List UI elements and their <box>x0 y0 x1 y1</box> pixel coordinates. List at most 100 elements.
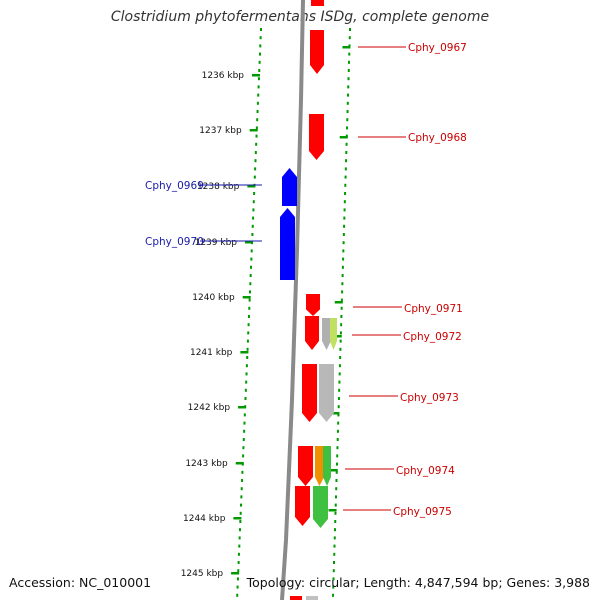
ring-dot <box>254 151 257 154</box>
ring-dot <box>257 93 260 97</box>
tick-mark <box>235 462 244 465</box>
ring-dot <box>260 28 262 31</box>
tick-mark <box>233 517 242 520</box>
gene-label[interactable]: Cphy_0974 <box>396 465 455 477</box>
gene-arrow[interactable] <box>305 316 319 350</box>
map-title: Clostridium phytofermentans ISDg, comple… <box>110 9 490 25</box>
gene-arrow[interactable] <box>302 364 317 422</box>
ring-dot <box>251 224 254 228</box>
ring-dot <box>257 85 260 89</box>
ring-dot <box>333 552 336 556</box>
tick-label: 1237 kbp <box>199 126 242 136</box>
feature-block[interactable] <box>319 364 334 422</box>
ring-dot <box>343 208 346 212</box>
feature-block[interactable] <box>315 446 324 486</box>
gene-arrow[interactable] <box>298 446 313 486</box>
feature-block[interactable] <box>322 318 331 350</box>
ring-dot <box>249 274 252 277</box>
ring-dot <box>347 93 350 97</box>
ring-dot <box>247 331 250 335</box>
ring-dot <box>347 85 350 89</box>
ring-dot <box>247 315 250 318</box>
tick-label: 1236 kbp <box>202 71 245 81</box>
tick-mark <box>333 335 342 338</box>
gene-label[interactable]: Cphy_0967 <box>408 42 467 54</box>
ring-dot <box>339 331 342 335</box>
ring-dot <box>344 175 347 179</box>
ring-dot <box>333 536 336 540</box>
gene-label[interactable]: Cphy_0972 <box>403 331 462 343</box>
ring-dot <box>256 110 259 113</box>
gene-arrow[interactable] <box>282 168 297 206</box>
ring-dot <box>259 44 262 48</box>
ring-dot <box>258 60 261 64</box>
tick-mark <box>252 74 261 77</box>
gene-arrow[interactable] <box>280 208 295 280</box>
ring-dot <box>333 528 336 532</box>
ring-dot <box>254 159 257 163</box>
feature-block[interactable] <box>313 486 328 528</box>
tick-label: 1242 kbp <box>188 403 231 413</box>
ring-dot <box>338 388 341 392</box>
ring-dot <box>339 339 342 343</box>
ring-dot <box>252 200 255 204</box>
gene-label[interactable]: Cphy_0969 <box>145 180 204 192</box>
ring-dot <box>241 470 244 474</box>
ring-dot <box>255 142 258 146</box>
ring-dot <box>334 495 337 499</box>
gene-label[interactable]: Cphy_0970 <box>145 236 204 248</box>
ring-dot <box>245 364 248 368</box>
gene-label[interactable]: Cphy_0973 <box>400 392 459 404</box>
gene-fragment <box>306 596 318 600</box>
ring-dot <box>255 126 258 130</box>
ring-dot <box>240 503 243 507</box>
feature-block[interactable] <box>323 446 331 486</box>
ring-dot <box>344 192 347 195</box>
ring-dot <box>340 306 343 310</box>
ring-dot <box>342 241 345 245</box>
ring-dot <box>348 60 351 64</box>
ring-dot <box>246 347 249 351</box>
tick-label: 1245 kbp <box>181 569 224 579</box>
ring-dot <box>240 495 243 499</box>
ring-dot <box>342 249 345 253</box>
gene-label[interactable]: Cphy_0975 <box>393 506 452 518</box>
tick-mark <box>329 469 338 472</box>
ring-dot <box>253 175 256 179</box>
ring-dot <box>341 290 344 294</box>
ring-dot <box>255 134 258 138</box>
tick-mark <box>231 572 240 575</box>
gene-arrow[interactable] <box>310 30 324 74</box>
tick-label: 1241 kbp <box>190 348 233 358</box>
gene-label[interactable]: Cphy_0971 <box>404 303 463 315</box>
ring-dot <box>242 446 245 450</box>
ring-dot <box>345 151 348 154</box>
tick-mark <box>242 296 251 299</box>
ring-dot <box>248 306 251 310</box>
ring-dot <box>335 479 338 482</box>
ring-dot <box>256 101 259 105</box>
gene-arrow[interactable] <box>295 486 310 526</box>
ring-dot <box>341 282 344 286</box>
ring-dot <box>258 52 261 56</box>
accession-text: Accession: NC_010001 <box>9 575 152 590</box>
tick-mark <box>240 351 249 354</box>
tick-label: 1244 kbp <box>183 514 226 524</box>
ring-dot <box>250 257 253 261</box>
ring-dot <box>340 298 343 302</box>
ring-dot <box>338 372 341 376</box>
ring-dot <box>236 577 239 581</box>
ring-dot <box>348 52 351 56</box>
gene-arrow[interactable] <box>306 294 320 316</box>
ring-dot <box>249 282 252 286</box>
ring-dot <box>239 520 242 523</box>
ring-dot <box>257 77 260 81</box>
gene-arrow[interactable] <box>309 114 324 160</box>
gene-label[interactable]: Cphy_0968 <box>408 132 467 144</box>
ring-dot <box>335 470 338 474</box>
feature-block[interactable] <box>330 318 337 350</box>
ring-dot <box>244 397 247 400</box>
ring-dot <box>339 356 342 359</box>
ring-dot <box>344 183 347 187</box>
